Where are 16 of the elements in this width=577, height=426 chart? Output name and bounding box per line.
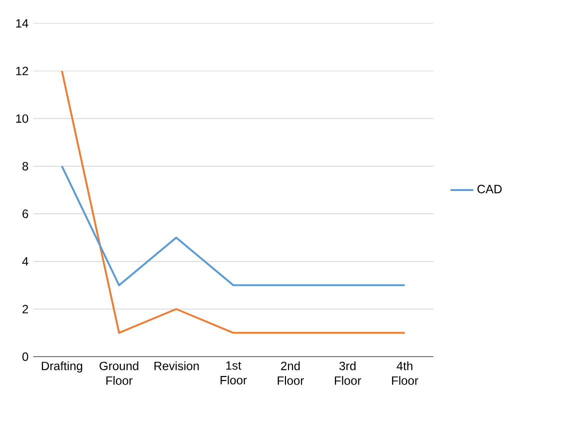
y-tick-label: 12 [16, 66, 28, 76]
y-tick-label: 6 [22, 210, 28, 218]
y-tick-label: 0 [22, 352, 28, 361]
x-tick-label: 1st Floor [220, 361, 247, 384]
y-tick-label: 14 [16, 19, 28, 28]
legend-label: CAD [477, 184, 502, 194]
x-tick-label: 3rd Floor [334, 361, 362, 385]
y-tick-label: 10 [16, 114, 28, 123]
x-tick-label: Revision [154, 361, 199, 370]
x-tick-label: 2nd Floor [278, 361, 304, 385]
x-tick-label: 4th Floor [392, 361, 418, 385]
y-tick-label: 8 [22, 162, 28, 170]
x-tick-label: Drafting [42, 361, 82, 373]
y-tick-label: 2 [22, 304, 28, 314]
x-tick-label: Ground Floor [100, 361, 138, 385]
y-tick-label: 4 [22, 257, 28, 266]
